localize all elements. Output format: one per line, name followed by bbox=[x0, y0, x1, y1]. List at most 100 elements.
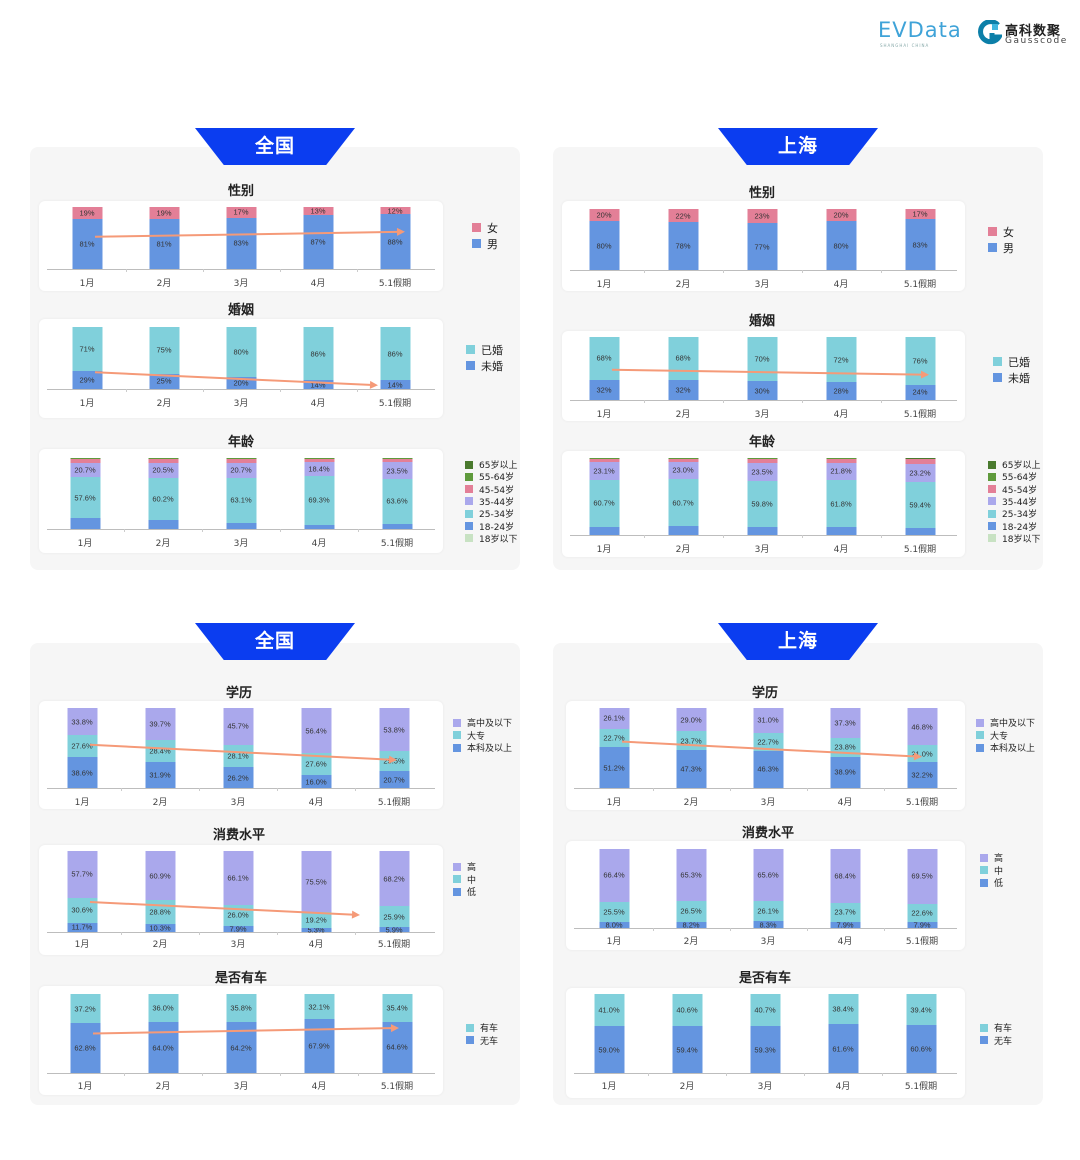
legend-swatch bbox=[465, 522, 473, 530]
chart-title: 学历 bbox=[225, 686, 253, 701]
data-label: 63.6% bbox=[386, 496, 408, 506]
x-axis-tick bbox=[722, 270, 724, 273]
x-axis-tick bbox=[883, 928, 885, 931]
legend-swatch bbox=[466, 1036, 474, 1044]
x-tick-label: 3月 bbox=[233, 399, 249, 409]
x-tick-label: 2月 bbox=[675, 410, 691, 420]
legend-label: 高 bbox=[994, 854, 1004, 864]
bar-segment bbox=[593, 1026, 625, 1073]
x-tick-label: 5.1假期 bbox=[903, 545, 937, 555]
x-tick-label: 2月 bbox=[152, 798, 168, 808]
data-label: 65.6% bbox=[757, 870, 779, 880]
data-label: 30% bbox=[754, 386, 770, 396]
data-label: 59.0% bbox=[598, 1045, 620, 1055]
data-label: 28.4% bbox=[149, 746, 171, 756]
data-label: 69.3% bbox=[308, 495, 330, 505]
bar-segment bbox=[66, 922, 98, 932]
x-tick-label: 5.1假期 bbox=[905, 798, 939, 808]
bar-segment bbox=[69, 518, 101, 529]
bar-segment bbox=[829, 849, 861, 904]
x-tick-label: 5.1假期 bbox=[903, 280, 937, 290]
data-label: 23.7% bbox=[834, 907, 856, 917]
x-tick-label: 1月 bbox=[606, 937, 622, 947]
data-label: 59.4% bbox=[676, 1045, 698, 1055]
x-tick-label: 1月 bbox=[74, 940, 90, 950]
bar-segment bbox=[825, 479, 857, 528]
x-axis-tick bbox=[880, 535, 882, 538]
gausscode-logo-en: Gausscode bbox=[1005, 36, 1068, 46]
x-axis-line bbox=[574, 1073, 957, 1074]
bar-segment bbox=[147, 520, 179, 529]
bar-segment bbox=[144, 923, 176, 932]
legend-label: 55-64岁 bbox=[479, 473, 515, 484]
x-tick-label: 2月 bbox=[155, 539, 171, 549]
chart-title: 婚姻 bbox=[748, 314, 776, 329]
legend-swatch bbox=[453, 731, 461, 739]
data-label: 51.2% bbox=[603, 763, 625, 773]
data-label: 14% bbox=[310, 380, 326, 390]
legend-label: 未婚 bbox=[481, 359, 503, 373]
legend-item: 65岁以上 bbox=[465, 459, 517, 471]
bar-segment bbox=[752, 921, 784, 928]
x-tick-label: 2月 bbox=[675, 280, 691, 290]
data-label: 20.7% bbox=[74, 465, 96, 475]
x-axis-line bbox=[47, 269, 435, 270]
legend-item: 18岁以下 bbox=[988, 533, 1040, 545]
bar-segment bbox=[667, 461, 699, 480]
legend-item: 中 bbox=[980, 865, 1003, 877]
x-tick-label: 2月 bbox=[155, 1082, 171, 1092]
data-label: 32% bbox=[596, 385, 612, 395]
legend-label: 低 bbox=[467, 888, 477, 898]
bar-segment bbox=[829, 921, 861, 928]
data-label: 77% bbox=[754, 242, 770, 251]
legend-item: 高中及以下 bbox=[976, 717, 1035, 729]
legend-label: 已婚 bbox=[1008, 355, 1030, 369]
bar-segment bbox=[222, 767, 254, 788]
bar-segment bbox=[148, 207, 180, 219]
x-axis-tick bbox=[125, 269, 127, 272]
data-label: 47.3% bbox=[680, 764, 702, 774]
bar-segment bbox=[827, 1024, 859, 1073]
x-axis-tick bbox=[280, 529, 281, 532]
evdata-logo-subtitle: SHANGHAI CHINA bbox=[880, 43, 930, 48]
bar-segment bbox=[303, 458, 335, 463]
bar-segment bbox=[66, 757, 98, 788]
x-tick-label: 4月 bbox=[837, 798, 853, 808]
region-header-national: 全国 bbox=[195, 128, 355, 165]
legend-item: 55-64岁 bbox=[465, 471, 515, 484]
legend-item: 65岁以上 bbox=[988, 459, 1040, 471]
data-label: 67.9% bbox=[308, 1041, 330, 1051]
legend-swatch bbox=[980, 853, 988, 862]
bar-segment bbox=[904, 464, 936, 483]
bar-segment bbox=[825, 209, 857, 222]
legend-label: 已婚 bbox=[481, 343, 503, 357]
region-header-shanghai: 上海 bbox=[718, 128, 878, 165]
gausscode-logo-icon bbox=[978, 20, 1002, 45]
x-axis-tick bbox=[358, 1073, 359, 1076]
data-label: 60.7% bbox=[672, 498, 694, 508]
data-label: 87% bbox=[310, 237, 326, 247]
x-axis-line bbox=[574, 928, 957, 929]
x-axis-line bbox=[47, 788, 435, 789]
data-label: 17% bbox=[912, 209, 928, 219]
bar-segment bbox=[827, 994, 859, 1025]
data-label: 36.0% bbox=[152, 1003, 174, 1013]
bar-segment bbox=[379, 207, 411, 215]
legend-swatch bbox=[453, 743, 461, 752]
bar-segment bbox=[66, 708, 98, 736]
bar-segment bbox=[379, 327, 411, 381]
x-axis-tick bbox=[882, 1073, 883, 1076]
legend-label: 中 bbox=[467, 875, 477, 886]
data-label: 29% bbox=[79, 375, 95, 385]
x-tick-label: 1月 bbox=[596, 280, 612, 290]
legend-item: 18岁以下 bbox=[465, 533, 517, 545]
chart-title: 消费水平 bbox=[741, 826, 795, 841]
bar-segment bbox=[303, 475, 335, 525]
bar-segment bbox=[825, 527, 857, 535]
data-label: 14% bbox=[387, 380, 403, 390]
data-label: 63.1% bbox=[230, 495, 252, 505]
data-label: 23.0% bbox=[672, 465, 694, 475]
data-label: 66.4% bbox=[603, 870, 625, 880]
bar-segment bbox=[675, 900, 707, 922]
legend-item: 大专 bbox=[453, 730, 485, 742]
